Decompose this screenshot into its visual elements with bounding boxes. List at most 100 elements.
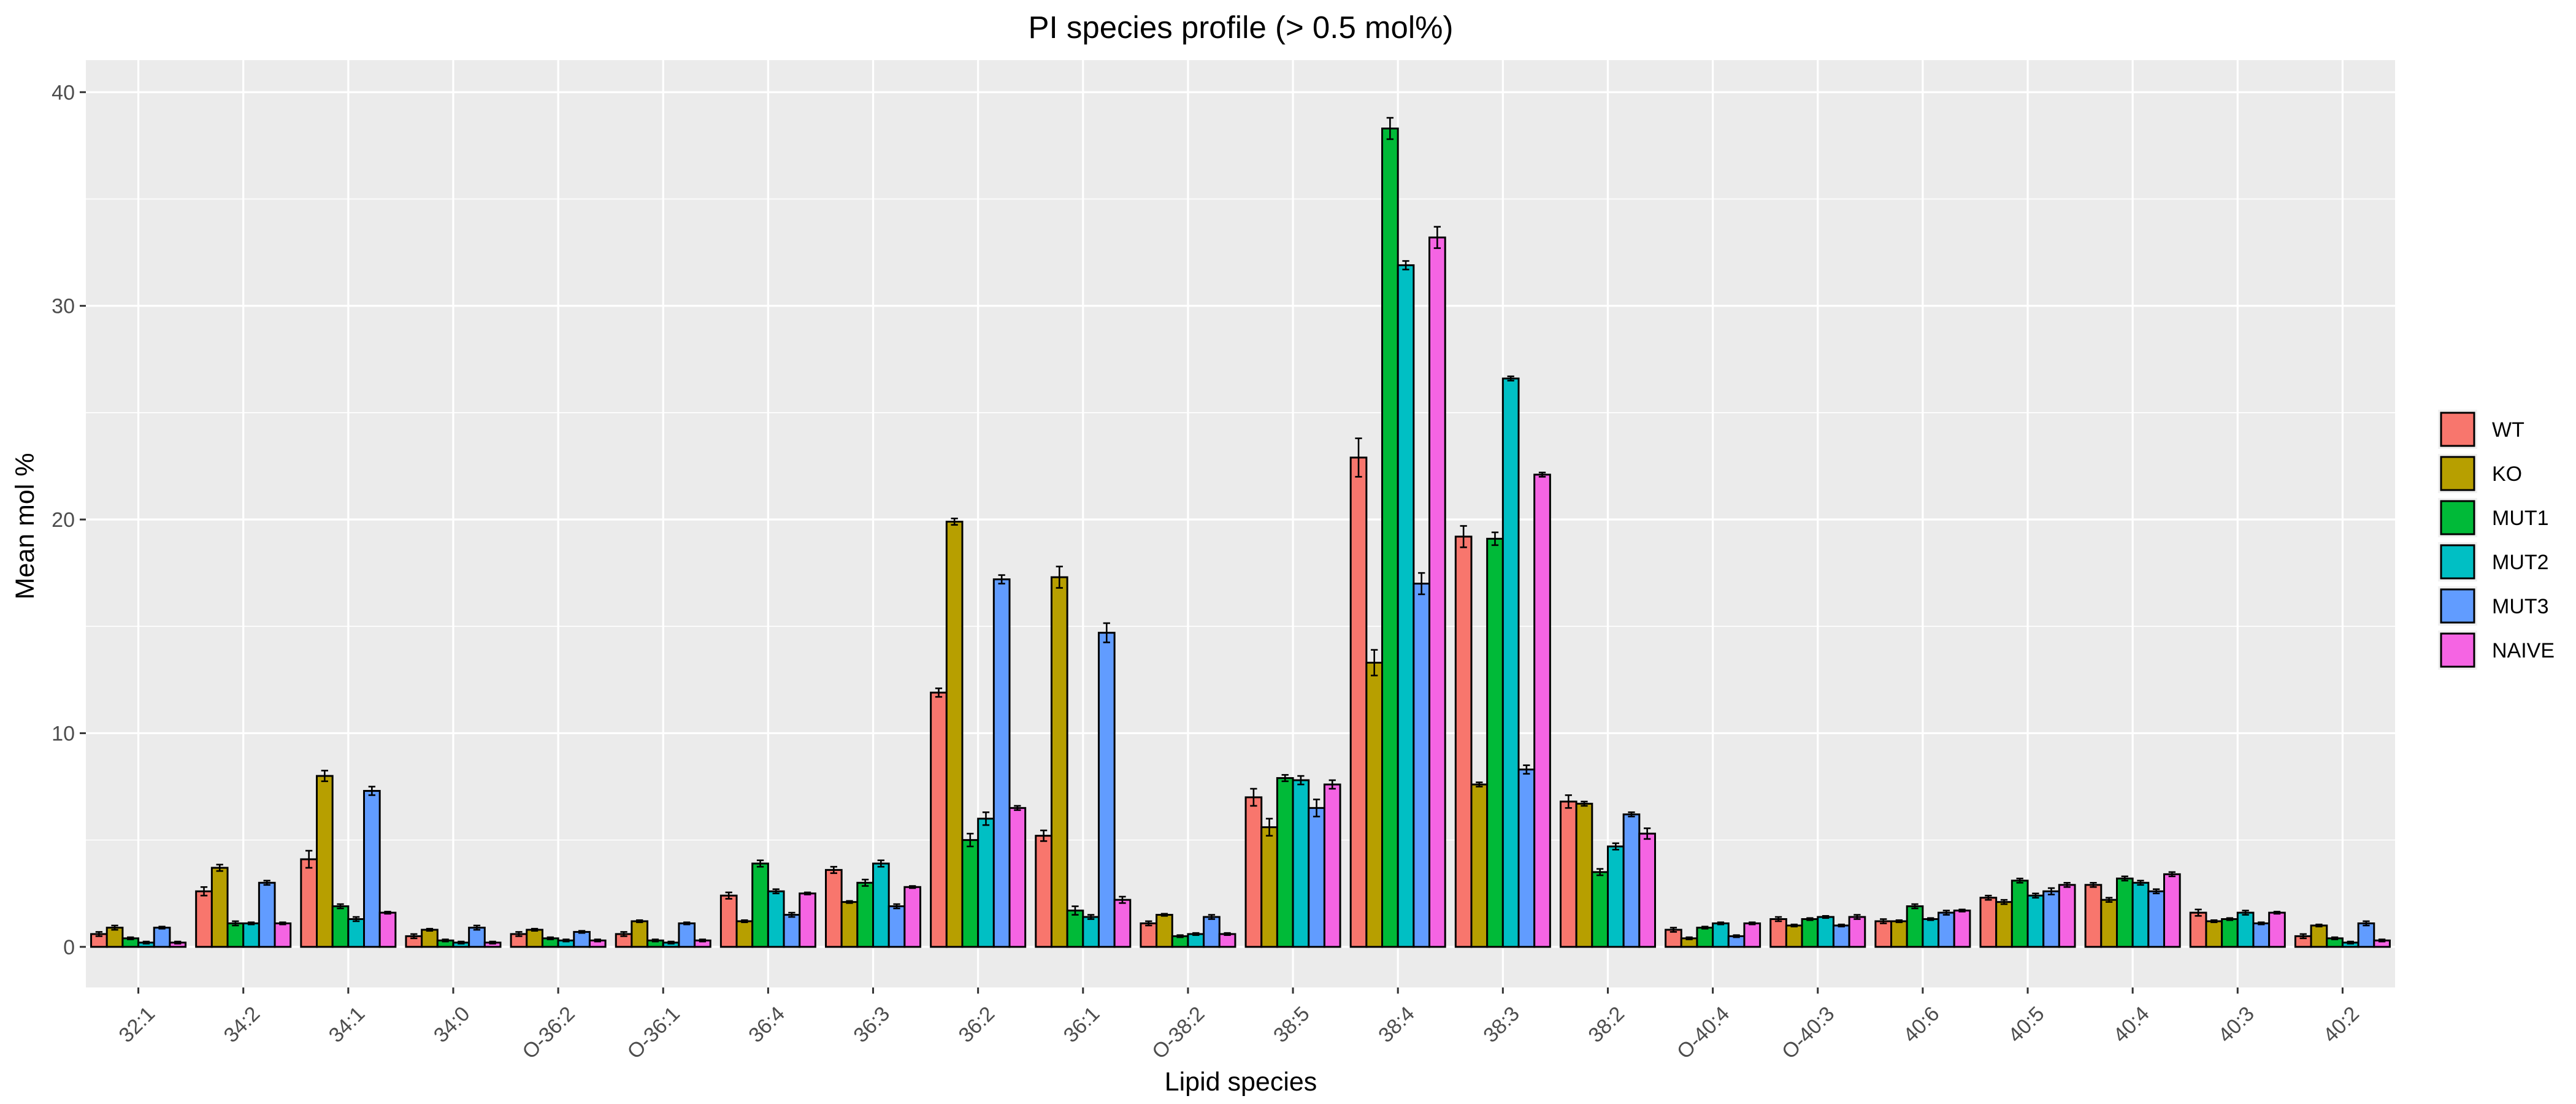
- bar-ko-O-38:2: [1156, 914, 1173, 948]
- errorbar-mut2-O-40:3: [1822, 914, 1830, 919]
- errorbar-mut1-40:3: [2226, 917, 2234, 921]
- errorbar-mut1-38:5: [1281, 774, 1289, 783]
- bar-wt-38:3: [1454, 535, 1473, 948]
- bar-mut1-38:2: [1591, 871, 1609, 948]
- bar-ko-38:5: [1260, 826, 1278, 948]
- bar-ko-O-40:3: [1785, 924, 1803, 948]
- errorbar-naive-O-36:2: [594, 938, 601, 943]
- bar-mut1-34:2: [226, 922, 245, 948]
- errorbar-mut3-40:2: [2363, 920, 2370, 927]
- errorbar-mut2-36:4: [772, 888, 780, 895]
- errorbar-ko-40:6: [1895, 919, 1903, 924]
- bar-naive-O-40:3: [1848, 916, 1866, 948]
- plot-panel: [86, 60, 2395, 987]
- errorbar-naive-40:6: [1958, 908, 1966, 913]
- errorbar-mut3-38:5: [1313, 799, 1321, 818]
- errorbar-mut1-32:1: [127, 936, 134, 940]
- bar-mut1-40:5: [2011, 880, 2029, 948]
- errorbar-mut1-38:3: [1491, 531, 1499, 546]
- errorbar-ko-38:2: [1581, 800, 1588, 807]
- bar-ko-40:5: [1995, 901, 2013, 948]
- bar-mut2-38:4: [1397, 264, 1415, 948]
- errorbar-mut2-40:3: [2242, 910, 2249, 916]
- y-tick-label: 20: [52, 508, 75, 532]
- bar-ko-40:6: [1890, 920, 1908, 948]
- bar-mut2-O-40:4: [1712, 922, 1730, 948]
- bar-mut2-36:2: [977, 818, 995, 948]
- bar-mut2-34:2: [242, 922, 260, 948]
- bar-mut1-O-40:4: [1696, 926, 1714, 948]
- bar-wt-36:3: [825, 868, 843, 948]
- errorbar-mut3-36:3: [893, 903, 900, 910]
- bar-mut1-38:3: [1486, 537, 1504, 948]
- errorbar-ko-36:4: [741, 919, 748, 924]
- bar-ko-O-36:1: [631, 920, 649, 948]
- errorbar-ko-34:0: [426, 927, 434, 932]
- bar-mut2-40:3: [2236, 911, 2255, 948]
- bar-mut1-36:1: [1066, 910, 1084, 948]
- errorbar-mut1-40:2: [2331, 936, 2339, 940]
- errorbar-mut1-O-38:2: [1176, 934, 1184, 938]
- errorbar-mut2-38:5: [1297, 775, 1305, 786]
- errorbar-mut1-38:4: [1386, 117, 1394, 140]
- errorbar-naive-40:4: [2168, 871, 2175, 878]
- errorbar-mut2-34:0: [458, 940, 465, 945]
- bar-mut1-38:4: [1381, 127, 1399, 948]
- bar-mut3-38:2: [1622, 813, 1641, 948]
- errorbar-naive-36:2: [1014, 805, 1021, 811]
- bar-mut2-O-38:2: [1187, 933, 1205, 948]
- bar-mut3-38:4: [1413, 583, 1431, 948]
- bar-naive-38:4: [1428, 236, 1446, 948]
- bar-mut1-36:3: [856, 881, 875, 948]
- bar-naive-O-38:2: [1218, 933, 1236, 948]
- errorbar-mut1-36:1: [1071, 905, 1079, 916]
- bar-mut3-34:1: [363, 789, 381, 948]
- errorbar-naive-38:4: [1433, 226, 1441, 249]
- errorbar-mut3-O-36:1: [683, 921, 691, 926]
- errorbar-mut3-36:4: [788, 911, 795, 918]
- errorbar-wt-38:5: [1250, 788, 1257, 807]
- errorbar-wt-O-40:3: [1774, 916, 1782, 922]
- legend-key-wt: [2440, 412, 2475, 447]
- bar-wt-34:2: [195, 890, 213, 948]
- errorbar-ko-38:3: [1476, 781, 1483, 788]
- bar-mut2-34:1: [347, 918, 366, 948]
- bar-ko-38:4: [1365, 661, 1384, 948]
- errorbar-ko-40:5: [2000, 899, 2008, 905]
- errorbar-mut1-40:4: [2121, 875, 2128, 882]
- errorbar-naive-40:5: [2063, 881, 2071, 888]
- errorbar-mut1-40:5: [2016, 878, 2023, 884]
- bar-wt-40:4: [2084, 884, 2103, 948]
- bar-mut2-36:3: [872, 862, 890, 948]
- errorbar-naive-36:4: [803, 891, 811, 895]
- errorbar-mut3-O-38:2: [1208, 914, 1216, 920]
- bar-mut1-38:5: [1276, 777, 1294, 948]
- errorbar-mut2-O-36:1: [667, 940, 675, 945]
- bar-ko-34:1: [316, 775, 334, 948]
- bar-naive-38:2: [1638, 832, 1656, 948]
- legend-label-ko: KO: [2492, 462, 2522, 486]
- bar-mut1-34:1: [331, 905, 350, 948]
- errorbar-naive-38:2: [1644, 827, 1651, 840]
- bar-wt-40:6: [1874, 920, 1893, 948]
- errorbar-naive-O-40:3: [1853, 914, 1861, 920]
- errorbar-naive-O-36:1: [699, 938, 707, 943]
- bar-mut2-40:5: [2026, 894, 2045, 948]
- bar-naive-36:2: [1008, 807, 1027, 948]
- legend-label-mut3: MUT3: [2492, 595, 2549, 618]
- bar-ko-36:2: [945, 521, 964, 948]
- errorbar-naive-36:1: [1119, 895, 1126, 904]
- errorbar-mut1-O-40:3: [1806, 917, 1814, 921]
- errorbar-mut2-O-36:2: [562, 938, 570, 943]
- bar-wt-38:2: [1559, 800, 1577, 948]
- bar-mut3-36:3: [887, 905, 906, 948]
- errorbar-ko-40:2: [2315, 923, 2323, 928]
- bar-mut3-O-36:2: [573, 930, 591, 948]
- x-axis-title: Lipid species: [1165, 1067, 1317, 1097]
- bar-mut3-40:6: [1938, 911, 1955, 948]
- bar-mut3-36:1: [1097, 632, 1116, 948]
- errorbar-ko-36:1: [1056, 565, 1063, 589]
- errorbar-mut2-36:2: [982, 811, 990, 826]
- bar-mut3-38:5: [1308, 807, 1325, 948]
